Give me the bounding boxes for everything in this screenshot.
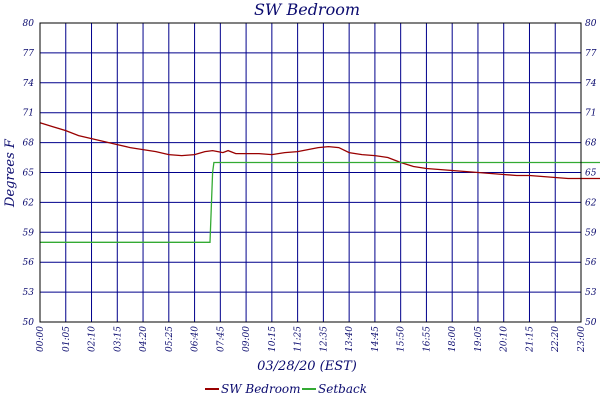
y-axis-label: Degrees F: [3, 138, 18, 208]
x-tick-label: 12:35: [319, 326, 329, 352]
x-tick-label: 07:45: [216, 326, 226, 352]
y-tick-label: 74: [23, 79, 35, 89]
y-tick-label: 68: [585, 139, 597, 149]
legend: SW Bedroom Setback: [205, 382, 367, 396]
x-tick-label: 11:25: [294, 326, 304, 352]
y-tick-label: 59: [585, 228, 597, 238]
y-tick-label: 62: [23, 198, 35, 208]
y-tick-label: 50: [585, 318, 597, 328]
y-tick-label: 74: [585, 79, 597, 89]
plot-frame: [39, 22, 582, 323]
y-ticks-left: 50 53 56 59 62 65 68 71 74 77 80: [23, 19, 35, 328]
x-tick-label: 18:00: [448, 326, 458, 352]
y-tick-label: 65: [23, 169, 35, 179]
series-line: [39, 122, 600, 180]
x-tick-label: 21:15: [525, 326, 535, 353]
y-tick-label: 53: [585, 288, 597, 298]
x-tick-label: 16:55: [422, 326, 432, 352]
y-tick-label: 62: [585, 198, 597, 208]
x-tick-label: 23:00: [577, 326, 587, 353]
series-line: [40, 161, 600, 243]
y-tick-label: 80: [23, 19, 35, 29]
x-axis-label: 03/28/20 (EST): [257, 359, 357, 374]
x-tick-label: 15:50: [397, 326, 407, 352]
y-tick-label: 50: [23, 318, 35, 328]
legend-label: SW Bedroom: [221, 382, 301, 396]
y-tick-label: 71: [585, 109, 596, 119]
y-tick-label: 77: [23, 49, 35, 59]
y-tick-label: 80: [585, 19, 597, 29]
x-tick-label: 09:00: [242, 326, 252, 352]
y-tick-label: 65: [585, 169, 597, 179]
y-tick-label: 71: [23, 109, 34, 119]
x-tick-label: 05:25: [165, 326, 175, 352]
x-tick-label: 19:05: [474, 326, 484, 352]
x-tick-label: 06:40: [191, 326, 201, 352]
x-tick-label: 10:15: [268, 326, 278, 352]
x-tick-label: 13:40: [345, 326, 355, 352]
series-layer: [39, 122, 600, 243]
grid: [40, 23, 581, 322]
x-tick-label: 03:15: [113, 326, 123, 352]
chart-title: SW Bedroom: [254, 0, 360, 19]
y-tick-label: 77: [585, 49, 597, 59]
x-tick-label: 22:20: [551, 326, 561, 353]
y-tick-label: 59: [23, 228, 35, 238]
x-tick-label: 14:45: [371, 326, 381, 352]
y-ticks-right: 50 53 56 59 62 65 68 71 74 77 80: [585, 19, 597, 328]
x-tick-label: 20:10: [500, 326, 510, 353]
y-tick-label: 53: [23, 288, 35, 298]
x-tick-label: 02:10: [88, 326, 98, 352]
x-tick-label: 04:20: [139, 326, 149, 352]
y-tick-label: 56: [585, 258, 597, 268]
x-tick-label: 00:00: [36, 326, 46, 352]
x-tick-label: 01:05: [62, 326, 72, 352]
legend-label: Setback: [318, 382, 367, 396]
y-tick-label: 56: [23, 258, 35, 268]
y-tick-label: 68: [23, 139, 35, 149]
x-ticks: 00:00 01:05 02:10 03:15 04:20 05:25 06:40 07:45…: [36, 326, 587, 353]
